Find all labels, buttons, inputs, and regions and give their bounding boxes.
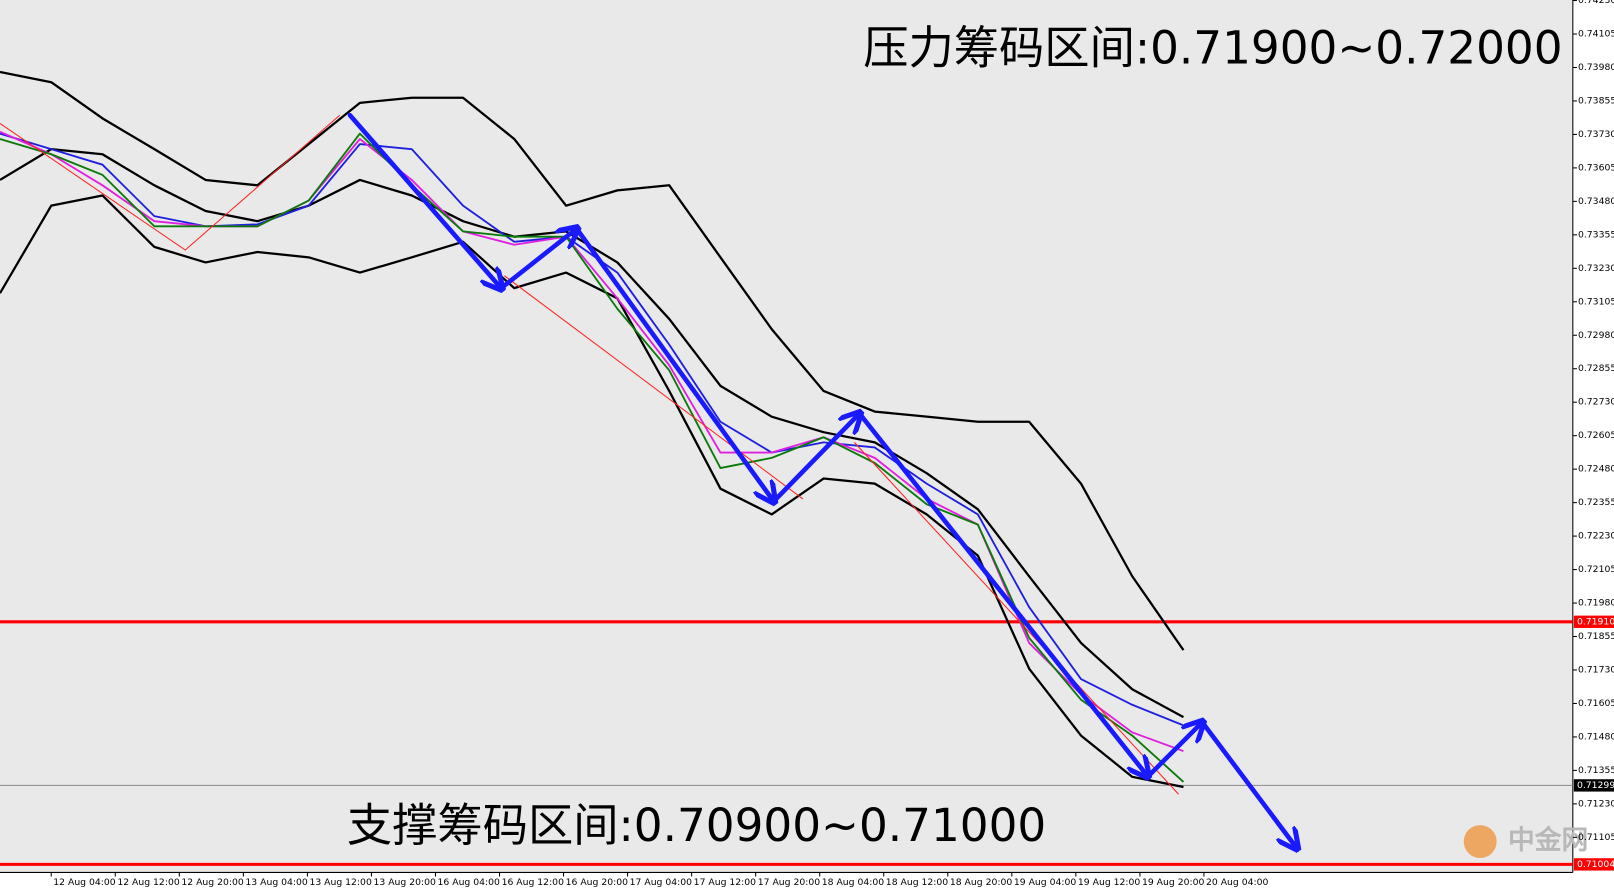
y-tick-label: 0.73230 (1578, 263, 1614, 274)
y-tick-label: 0.72230 (1578, 531, 1614, 542)
x-tick-label: 18 Aug 20:00 (950, 877, 1013, 888)
arrow (574, 226, 772, 499)
y-tick-label: 0.73480 (1578, 196, 1614, 207)
y-tick-label: 0.73855 (1578, 95, 1614, 106)
y-tick-label: 0.72855 (1578, 363, 1614, 374)
y-tick-label: 0.72730 (1578, 397, 1614, 408)
watermark-logo (1463, 825, 1497, 859)
arrow (347, 112, 499, 286)
x-tick-label: 19 Aug 04:00 (1014, 877, 1077, 888)
x-tick-label: 16 Aug 12:00 (502, 877, 565, 888)
y-tick-label: 0.74230 (1578, 0, 1614, 6)
y-tick-label: 0.71855 (1578, 631, 1614, 642)
support-annotation: 支撑筹码区间:0.70900~0.71000 (347, 799, 1046, 852)
x-tick-label: 18 Aug 12:00 (886, 877, 949, 888)
x-tick-label: 12 Aug 12:00 (117, 877, 180, 888)
x-tick-label: 12 Aug 04:00 (53, 877, 116, 888)
plot (0, 70, 1573, 866)
x-tick-label: 13 Aug 20:00 (373, 877, 436, 888)
y-tick-label: 0.73730 (1578, 129, 1614, 140)
wave-arrows (347, 112, 1295, 845)
x-tick-label: 16 Aug 20:00 (566, 877, 629, 888)
y-tick-label: 0.71105 (1578, 832, 1614, 843)
y-tick-label: 0.71980 (1578, 598, 1614, 609)
y-tick-label: 0.72480 (1578, 464, 1614, 475)
x-tick-label: 17 Aug 20:00 (758, 877, 821, 888)
y-axis-area (1572, 0, 1614, 893)
y-tick-label: 0.72605 (1578, 430, 1614, 441)
trend-lines (0, 114, 1179, 795)
x-tick-label: 17 Aug 04:00 (630, 877, 693, 888)
watermark: 中金网 (1508, 824, 1588, 856)
y-tick-label: 0.74105 (1578, 29, 1614, 40)
y-tick-label: 0.72355 (1578, 497, 1614, 508)
price-label: 0.71004 (1577, 859, 1614, 870)
y-tick-label: 0.72980 (1578, 330, 1614, 341)
x-tick-label: 13 Aug 04:00 (245, 877, 308, 888)
arrow (1199, 719, 1295, 845)
x-axis-area (0, 872, 1614, 893)
x-tick-label: 13 Aug 12:00 (309, 877, 372, 888)
resistance-annotation: 压力筹码区间:0.71900~0.72000 (863, 21, 1562, 74)
price-label-box (1573, 779, 1614, 792)
price-label-box (1573, 615, 1614, 628)
y-tick-label: 0.71730 (1578, 664, 1614, 675)
price-label-box (1573, 858, 1614, 871)
x-tick-label: 16 Aug 04:00 (438, 877, 501, 888)
y-tick-label: 0.71605 (1578, 698, 1614, 709)
channel-line (504, 275, 804, 500)
arrow (498, 230, 574, 291)
channel-line (853, 442, 1179, 795)
x-tick-label: 17 Aug 12:00 (694, 877, 757, 888)
y-tick-label: 0.73605 (1578, 162, 1614, 173)
x-tick-label: 20 Aug 04:00 (1206, 877, 1269, 888)
arrow (857, 411, 1145, 774)
arrow (771, 416, 857, 504)
arrow (1145, 724, 1200, 780)
x-tick-label: 12 Aug 20:00 (181, 877, 244, 888)
y-tick-label: 0.72105 (1578, 564, 1614, 575)
y-tick-label: 0.71355 (1578, 765, 1614, 776)
x-tick-label: 18 Aug 04:00 (822, 877, 885, 888)
series-line (0, 132, 1185, 783)
price-label: 0.71910 (1577, 616, 1614, 627)
y-tick-label: 0.71480 (1578, 731, 1614, 742)
x-tick-label: 19 Aug 12:00 (1078, 877, 1141, 888)
y-tick-label: 0.73105 (1578, 296, 1614, 307)
y-tick-label: 0.71230 (1578, 798, 1614, 809)
y-tick-label: 0.73980 (1578, 62, 1614, 73)
price-label: 0.71299 (1577, 780, 1614, 791)
channel-line (0, 114, 341, 251)
x-tick-label: 19 Aug 20:00 (1142, 877, 1205, 888)
series-line (0, 70, 1185, 651)
y-tick-label: 0.73355 (1578, 229, 1614, 240)
